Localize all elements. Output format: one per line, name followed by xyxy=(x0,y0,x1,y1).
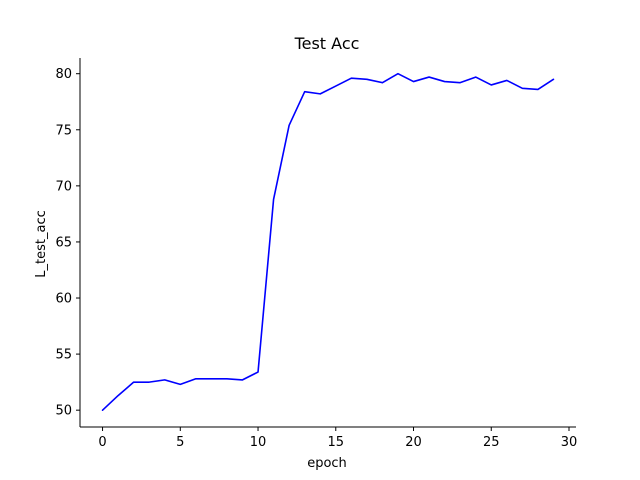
y-tick-label: 80 xyxy=(55,67,72,82)
x-tick-label: 25 xyxy=(483,435,500,450)
x-tick-label: 0 xyxy=(98,435,106,450)
x-tick-label: 30 xyxy=(561,435,578,450)
y-tick-label: 70 xyxy=(55,179,72,194)
y-ticks: 50 55 60 65 70 75 80 xyxy=(55,67,80,419)
x-ticks: 0 5 10 15 20 25 30 xyxy=(98,427,577,450)
x-axis-label: epoch xyxy=(307,456,347,471)
x-tick-label: 5 xyxy=(176,435,184,450)
series-line xyxy=(101,72,555,411)
x-tick-label: 15 xyxy=(328,435,345,450)
y-tick-label: 60 xyxy=(55,292,72,307)
series-layer xyxy=(101,72,555,411)
x-tick-label: 20 xyxy=(405,435,422,450)
y-tick-label: 75 xyxy=(55,123,72,138)
chart-title: Test Acc xyxy=(294,34,360,53)
y-tick-label: 65 xyxy=(55,235,72,250)
y-axis-label: L_test_acc xyxy=(34,210,49,277)
y-tick-label: 50 xyxy=(55,404,72,419)
y-tick-label: 55 xyxy=(55,348,72,363)
x-tick-label: 10 xyxy=(250,435,267,450)
